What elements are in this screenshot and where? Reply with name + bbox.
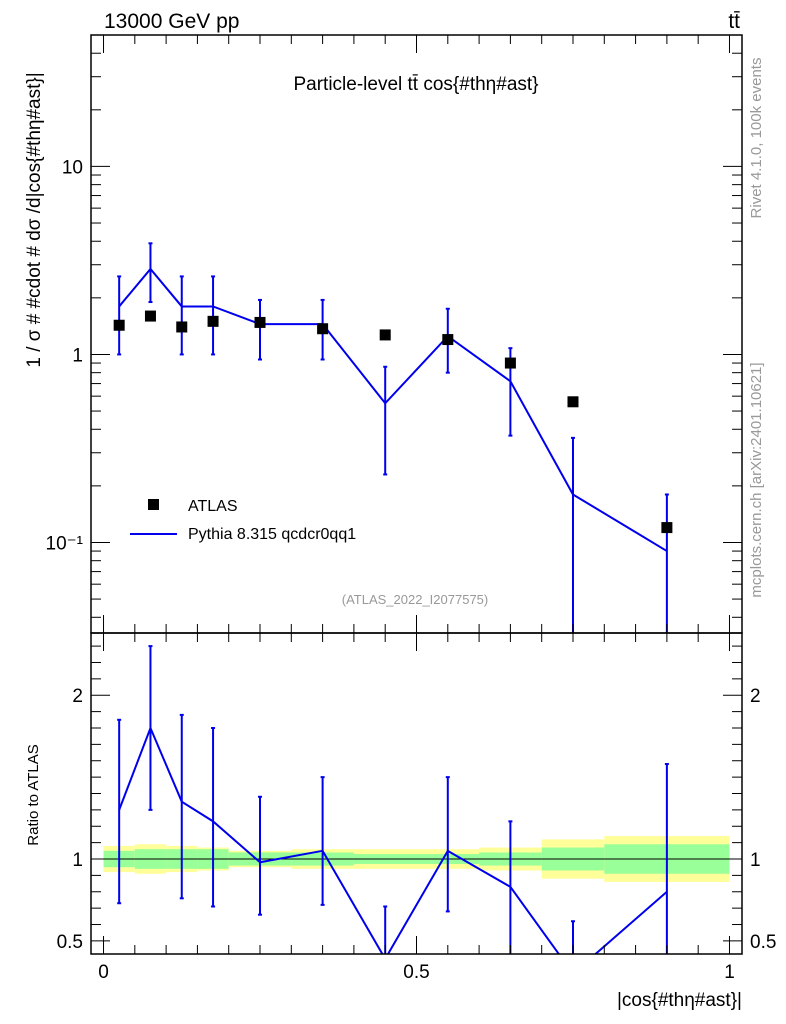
main-title: Particle-level tt̄ cos{#thη#ast} xyxy=(293,74,538,95)
y-tick-label: 10 xyxy=(62,157,83,178)
atlas-data-point xyxy=(176,321,188,333)
ratio-panel: 0.5 0.5 1 1 2 2 0 0.5 1 Ratio to ATLAS |cos{#thη… xyxy=(25,632,776,1011)
atlas-data-point xyxy=(207,315,219,327)
ratio-y-tick-label-right: 1 xyxy=(750,850,761,871)
ratio-y-tick-label-right: 0.5 xyxy=(750,932,776,953)
atlas-data-point xyxy=(144,310,156,322)
ratio-marks xyxy=(91,645,742,954)
legend-pythia-label: Pythia 8.315 qcdcr0qq1 xyxy=(188,526,356,543)
ratio-mc-line xyxy=(118,725,668,954)
mcplots-info: mcplots.cern.ch [arXiv:2401.10621] xyxy=(748,362,765,597)
ratio-y-tick-label: 0.5 xyxy=(57,932,83,953)
ratio-y-label: Ratio to ATLAS xyxy=(25,744,42,845)
legend-atlas-marker xyxy=(148,499,159,510)
main-ticks: 10⁻¹ 1 10 xyxy=(46,34,742,633)
atlas-data-point xyxy=(567,396,579,408)
atlas-data-point xyxy=(113,319,125,331)
atlas-data-point xyxy=(504,357,516,369)
process-label: tt̄ xyxy=(728,10,740,33)
ratio-y-tick-label: 1 xyxy=(72,850,83,871)
x-tick-label: 0.5 xyxy=(403,962,429,983)
x-axis-label: |cos{#thη#ast}| xyxy=(617,990,742,1011)
main-y-label: 1 / σ # #cdot # dσ /d|cos{#thη#ast}| xyxy=(24,72,45,367)
atlas-data-point xyxy=(254,316,266,328)
ratio-y-tick-label-right: 2 xyxy=(750,686,761,707)
y-tick-label: 10⁻¹ xyxy=(46,533,84,554)
ratio-ticks: 0.5 0.5 1 1 2 2 0 0.5 1 xyxy=(57,633,776,983)
legend-atlas-label: ATLAS xyxy=(188,498,238,515)
atlas-data-point xyxy=(317,323,329,335)
main-marks xyxy=(113,242,673,633)
energy-label: 13000 GeV pp xyxy=(104,10,239,33)
main-panel: 10⁻¹ 1 10 Particle-level tt̄ cos{#thη#ast}… xyxy=(24,34,743,634)
analysis-watermark: (ATLAS_2022_I2077575) xyxy=(342,592,488,607)
y-tick-label: 1 xyxy=(72,345,83,366)
atlas-data-point xyxy=(379,329,391,341)
legend: ATLAS Pythia 8.315 qcdcr0qq1 xyxy=(130,498,356,543)
rivet-info: Rivet 4.1.0, 100k events xyxy=(748,58,765,219)
atlas-data-point xyxy=(442,334,454,346)
x-tick-label: 1 xyxy=(724,962,735,983)
ratio-y-tick-label: 2 xyxy=(72,686,83,707)
x-tick-label: 0 xyxy=(98,962,109,983)
atlas-data-point xyxy=(661,522,673,534)
